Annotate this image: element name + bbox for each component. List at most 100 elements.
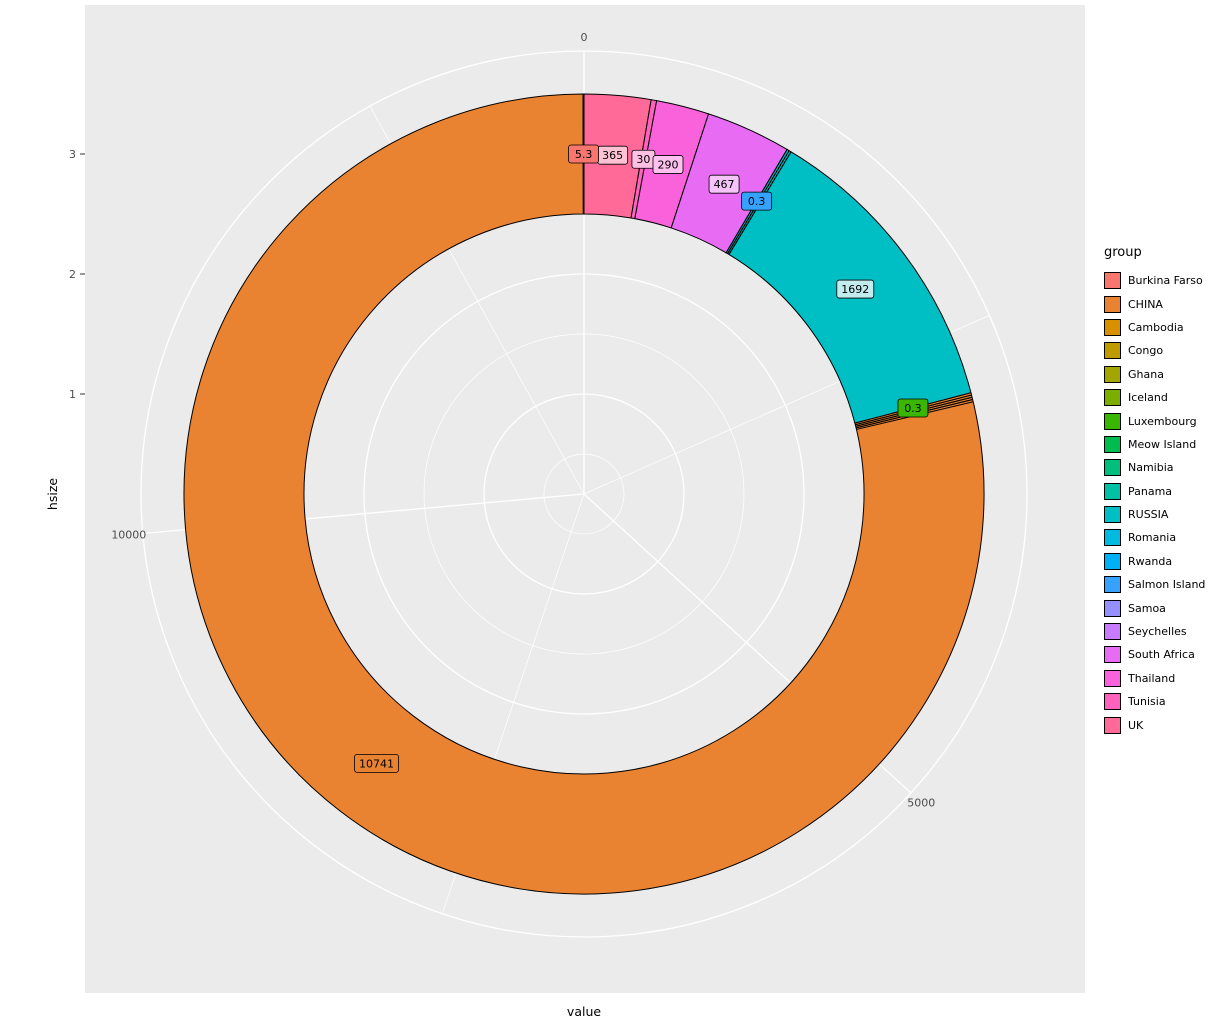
segment-label-text: 30 [636,153,650,166]
legend-item-salmon-island: Salmon Island [1104,573,1205,596]
legend-item-label: South Africa [1128,648,1195,662]
legend: group Burkina Farso CHINA Cambodia Congo… [1104,245,1205,737]
r-tick-label: 2 [69,268,76,281]
segment-china [183,93,985,895]
legend-item-uk: UK [1104,713,1205,736]
legend-item-label: Tunisia [1128,695,1166,709]
segment-label-box [568,144,599,164]
segment-label-burkina-farso: 5.3 [568,144,599,164]
segment-label-text: 290 [658,159,679,172]
r-tick-label: 1 [69,388,76,401]
legend-swatch-icon [1104,576,1121,594]
legend-item-label: Iceland [1128,391,1168,405]
segment-label-text: 0.3 [748,195,766,208]
legend-item-meow-island: Meow Island [1104,433,1205,456]
segment-label-china: 10741 [354,753,399,773]
legend-item-label: CHINA [1128,297,1163,311]
legend-swatch-icon [1104,669,1121,687]
r-tick-label: 3 [69,148,76,161]
legend-item-congo: Congo [1104,339,1205,362]
legend-item-rwanda: Rwanda [1104,550,1205,573]
r-axis: 1 2 3 [69,148,85,401]
segment-label-box [354,753,399,773]
legend-item-russia: RUSSIA [1104,503,1205,526]
segment-labels: 365 30 290 467 0.3 1692 0.3 10741 5.3 [354,144,929,773]
segment-label-russia: 1692 [836,279,875,299]
theta-tick-label: 5000 [907,796,935,809]
x-axis-title: value [567,1004,601,1019]
legend-item-label: Namibia [1128,461,1174,475]
legend-swatch-icon [1104,599,1121,617]
legend-item-tunisia: Tunisia [1104,690,1205,713]
segment-label-text: 0.3 [904,402,922,415]
legend-item-label: Rwanda [1128,554,1173,568]
segment-label-text: 467 [714,178,735,191]
y-axis-title: hsize [45,478,60,510]
legend-item-label: Ghana [1128,367,1164,381]
legend-item-china: CHINA [1104,292,1205,315]
legend-swatch-icon [1104,623,1121,641]
segment-label-box [652,155,684,174]
legend-item-label: Congo [1128,344,1164,358]
legend-item-thailand: Thailand [1104,667,1205,690]
legend-item-burkina-farso: Burkina Farso [1104,269,1205,292]
segment-label-uk: 365 [597,145,629,165]
legend-item-label: Luxembourg [1128,414,1197,428]
legend-swatch-icon [1104,295,1121,313]
legend-item-romania: Romania [1104,526,1205,549]
legend-items: Burkina Farso CHINA Cambodia Congo Ghana… [1104,269,1205,737]
legend-swatch-icon [1104,552,1121,570]
legend-swatch-icon [1104,342,1121,360]
segment-label-text: 365 [602,149,623,162]
legend-swatch-icon [1104,529,1121,547]
legend-item-iceland: Iceland [1104,386,1205,409]
legend-item-seychelles: Seychelles [1104,620,1205,643]
legend-item-south-africa: South Africa [1104,643,1205,666]
legend-swatch-icon [1104,459,1121,477]
legend-swatch-icon [1104,318,1121,336]
legend-swatch-icon [1104,435,1121,453]
segment-label-luxembourg: 0.3 [897,398,929,418]
legend-swatch-icon [1104,693,1121,711]
legend-title: group [1104,245,1142,260]
legend-item-label: Meow Island [1128,437,1197,451]
segment-label-text: 5.3 [575,148,593,161]
segment-label-box [741,191,773,211]
segment-label-salmon-island: 0.3 [741,191,773,211]
legend-item-label: Burkina Farso [1128,274,1203,288]
segment-label-thailand: 290 [652,155,684,174]
theta-axis-labels: 0 5000 10000 [111,31,935,809]
legend-item-label: Panama [1128,484,1173,498]
legend-swatch-icon [1104,646,1121,664]
legend-item-samoa: Samoa [1104,596,1205,619]
legend-item-label: Thailand [1128,671,1176,685]
legend-swatch-icon [1104,716,1121,734]
legend-item-label: Seychelles [1128,625,1187,639]
legend-item-namibia: Namibia [1104,456,1205,479]
segment-label-text: 1692 [841,283,869,296]
segment-label-box [708,174,740,194]
legend-swatch-icon [1104,389,1121,407]
legend-item-panama: Panama [1104,480,1205,503]
segment-label-text: 10741 [359,757,394,770]
legend-swatch-icon [1104,365,1121,383]
legend-item-luxembourg: Luxembourg [1104,409,1205,432]
legend-item-ghana: Ghana [1104,363,1205,386]
legend-item-label: UK [1128,718,1144,732]
legend-swatch-icon [1104,482,1121,500]
legend-swatch-icon [1104,272,1121,290]
segment-label-box [897,398,929,418]
legend-item-label: RUSSIA [1128,508,1169,522]
legend-item-cambodia: Cambodia [1104,316,1205,339]
legend-item-label: Cambodia [1128,320,1184,334]
segment-label-box [836,279,875,299]
segment-label-tunisia: 30 [631,149,656,169]
legend-swatch-icon [1104,412,1121,430]
legend-swatch-icon [1104,506,1121,524]
legend-item-label: Salmon Island [1128,578,1206,592]
segment-label-south-africa: 467 [708,174,740,194]
theta-tick-label: 0 [581,31,588,44]
legend-item-label: Romania [1128,531,1177,545]
theta-tick-label: 10000 [111,529,146,542]
